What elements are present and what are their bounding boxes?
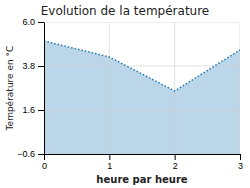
tick-label: −0.6 <box>17 149 35 159</box>
tick: 1 <box>107 154 112 171</box>
tick-mark <box>175 154 176 160</box>
tick-mark <box>38 110 44 111</box>
area <box>44 41 240 154</box>
tick-mark <box>109 154 110 160</box>
tick: 0 <box>42 154 47 171</box>
axis-line <box>44 23 45 155</box>
title: Evolution de la température <box>41 4 210 18</box>
grid-line <box>109 22 110 154</box>
grid-line <box>174 22 175 154</box>
tick: 3 <box>238 154 243 171</box>
tick-mark <box>44 154 45 160</box>
y-axis-title: Température en °C <box>5 46 15 132</box>
tick-label: 0 <box>42 161 47 171</box>
x-axis-title: heure par heure <box>96 174 187 185</box>
grid <box>44 22 240 154</box>
y-axis: −0.6 1.6 3.8 6.0 <box>17 17 44 159</box>
grid-line <box>44 154 240 155</box>
x-axis: 0 1 2 3 <box>42 154 243 171</box>
tick-mark <box>240 154 241 160</box>
grid-line <box>240 22 241 154</box>
tick-label: 1 <box>107 161 112 171</box>
marks <box>44 22 240 154</box>
tick: 6.0 <box>22 17 44 27</box>
tick-label: 3 <box>238 161 243 171</box>
chart: 0 1 2 3 −0.6 1.6 3.8 6.0 Evolution de la tempéra… <box>0 0 250 188</box>
tick: 2 <box>173 154 178 171</box>
tick-label: 1.6 <box>22 105 35 115</box>
tick-mark <box>38 66 44 67</box>
tick-label: 2 <box>173 161 178 171</box>
tick-label: 3.8 <box>22 61 35 71</box>
tick: 3.8 <box>22 61 44 71</box>
axis-line <box>45 154 241 155</box>
tick-mark <box>38 22 44 23</box>
grid-line <box>44 22 240 23</box>
grid-line <box>44 110 240 111</box>
grid-line <box>44 22 45 154</box>
grid-line <box>44 66 240 67</box>
line <box>44 41 240 91</box>
tick: 1.6 <box>22 105 44 115</box>
plot-area: 0 1 2 3 −0.6 1.6 3.8 6.0 <box>17 17 243 171</box>
tick-label: 6.0 <box>22 17 35 27</box>
tick: −0.6 <box>17 149 44 159</box>
tick-mark <box>38 154 44 155</box>
